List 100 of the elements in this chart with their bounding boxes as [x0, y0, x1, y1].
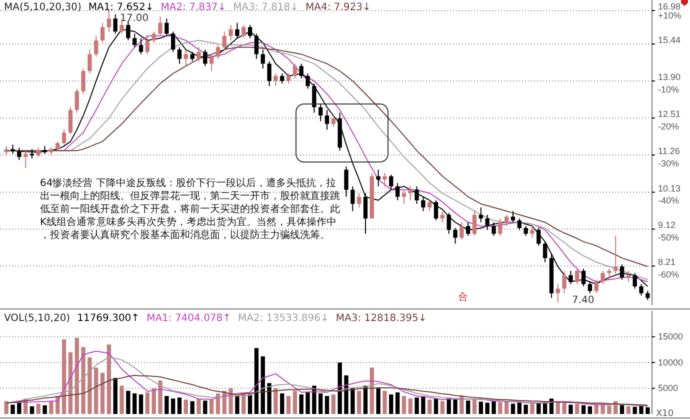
- y-tick-label: 13.90: [658, 72, 681, 82]
- bar: [292, 390, 298, 414]
- y-tick-label: 9.12: [658, 220, 676, 230]
- bar: [196, 398, 201, 414]
- y2-tick-label: -40%: [658, 195, 680, 206]
- bar: [395, 392, 400, 414]
- bar: [260, 356, 265, 414]
- bar: [453, 400, 458, 414]
- bar: [376, 388, 380, 414]
- text: MA2: 7.837↓: [160, 2, 226, 13]
- y-tick-label: 10000: [658, 357, 684, 368]
- y-tick-label: 16.98: [658, 2, 681, 12]
- bar: [62, 339, 66, 414]
- bar: [620, 404, 624, 414]
- bar: [248, 394, 252, 414]
- bar: [42, 405, 47, 414]
- bar: [632, 406, 637, 414]
- y-tick-label: 11.26: [658, 146, 680, 156]
- bar: [588, 406, 592, 414]
- text: MA2: 13533.896↓: [238, 313, 329, 324]
- bar: [440, 401, 445, 414]
- bar: [30, 406, 34, 414]
- bar: [94, 368, 98, 414]
- bar: [280, 393, 284, 414]
- annotation: 7.40: [572, 295, 594, 306]
- bar: [466, 400, 470, 414]
- bar: [100, 372, 105, 414]
- y2-tick-label: +10%: [658, 10, 682, 20]
- bar: [575, 404, 580, 414]
- line-series: [6, 374, 648, 406]
- annotation: 17.00: [120, 13, 149, 24]
- bar: [10, 404, 15, 414]
- bar: [492, 401, 496, 414]
- text: MA1: 7404.078↑: [146, 313, 232, 324]
- text: MA4: 7.923↓: [306, 2, 371, 13]
- y2-tick-label: -20%: [658, 121, 680, 132]
- bar: [88, 357, 92, 414]
- bar: [626, 406, 631, 414]
- y2-tick-label: -30%: [658, 158, 680, 168]
- y-tick-label: 10.13: [658, 183, 681, 194]
- legend-title: MA(5,10,20,30): [4, 2, 82, 13]
- bar: [254, 348, 259, 414]
- bar: [235, 396, 240, 414]
- bar: [414, 398, 419, 414]
- bar: [530, 404, 534, 414]
- bar: [324, 396, 330, 414]
- bar: [274, 388, 278, 414]
- bar: [382, 390, 387, 414]
- bar: [536, 403, 541, 414]
- bar: [389, 394, 394, 414]
- y-tick-label: 12.51: [658, 109, 681, 120]
- bar: [209, 400, 214, 414]
- bar: [286, 396, 291, 414]
- bar: [607, 406, 612, 414]
- bar: [126, 390, 130, 414]
- bar: [485, 402, 490, 414]
- bar: [132, 393, 137, 414]
- bar: [177, 398, 182, 414]
- bar: [524, 404, 528, 414]
- bar: [594, 404, 598, 414]
- bar: [350, 388, 355, 414]
- bar: [267, 383, 272, 414]
- legend-title: VOL(5,10,20): [4, 313, 70, 324]
- y-tick-label: 5000: [658, 383, 678, 394]
- series-label: 11769.300↑: [77, 313, 140, 324]
- bar: [331, 394, 336, 414]
- bar: [81, 347, 86, 414]
- bar: [344, 375, 348, 414]
- bar: [478, 402, 484, 414]
- annotation: 合: [458, 291, 468, 303]
- text: MA1: 7.652↓: [88, 2, 154, 13]
- y-tick-label: 15.44: [658, 35, 681, 46]
- bar: [428, 400, 432, 414]
- y2-tick-label: -10%: [658, 84, 680, 94]
- bar: [338, 362, 342, 414]
- bar: [164, 396, 169, 414]
- bar: [190, 401, 194, 414]
- y-tick-label: 8.21: [658, 257, 676, 268]
- bar: [408, 398, 412, 414]
- bar: [318, 393, 323, 414]
- bar: [152, 388, 156, 414]
- bar: [106, 344, 112, 414]
- bar: [581, 405, 586, 414]
- bar: [49, 402, 54, 414]
- bar: [510, 404, 516, 414]
- bar: [517, 402, 522, 414]
- text: MA3: 7.818↓: [233, 2, 299, 13]
- y-axis-title: X10: [656, 409, 674, 419]
- y2-tick-label: -60%: [658, 269, 680, 280]
- y-tick-label: 15000: [658, 332, 684, 342]
- bar: [184, 400, 188, 414]
- bar: [568, 404, 573, 414]
- bar: [646, 407, 650, 414]
- bar: [639, 406, 644, 414]
- bar: [158, 380, 162, 414]
- bar: [4, 401, 8, 414]
- text: MA3: 12818.395↓: [336, 313, 427, 324]
- bar: [498, 402, 502, 414]
- bar: [145, 392, 150, 414]
- bar: [370, 368, 374, 414]
